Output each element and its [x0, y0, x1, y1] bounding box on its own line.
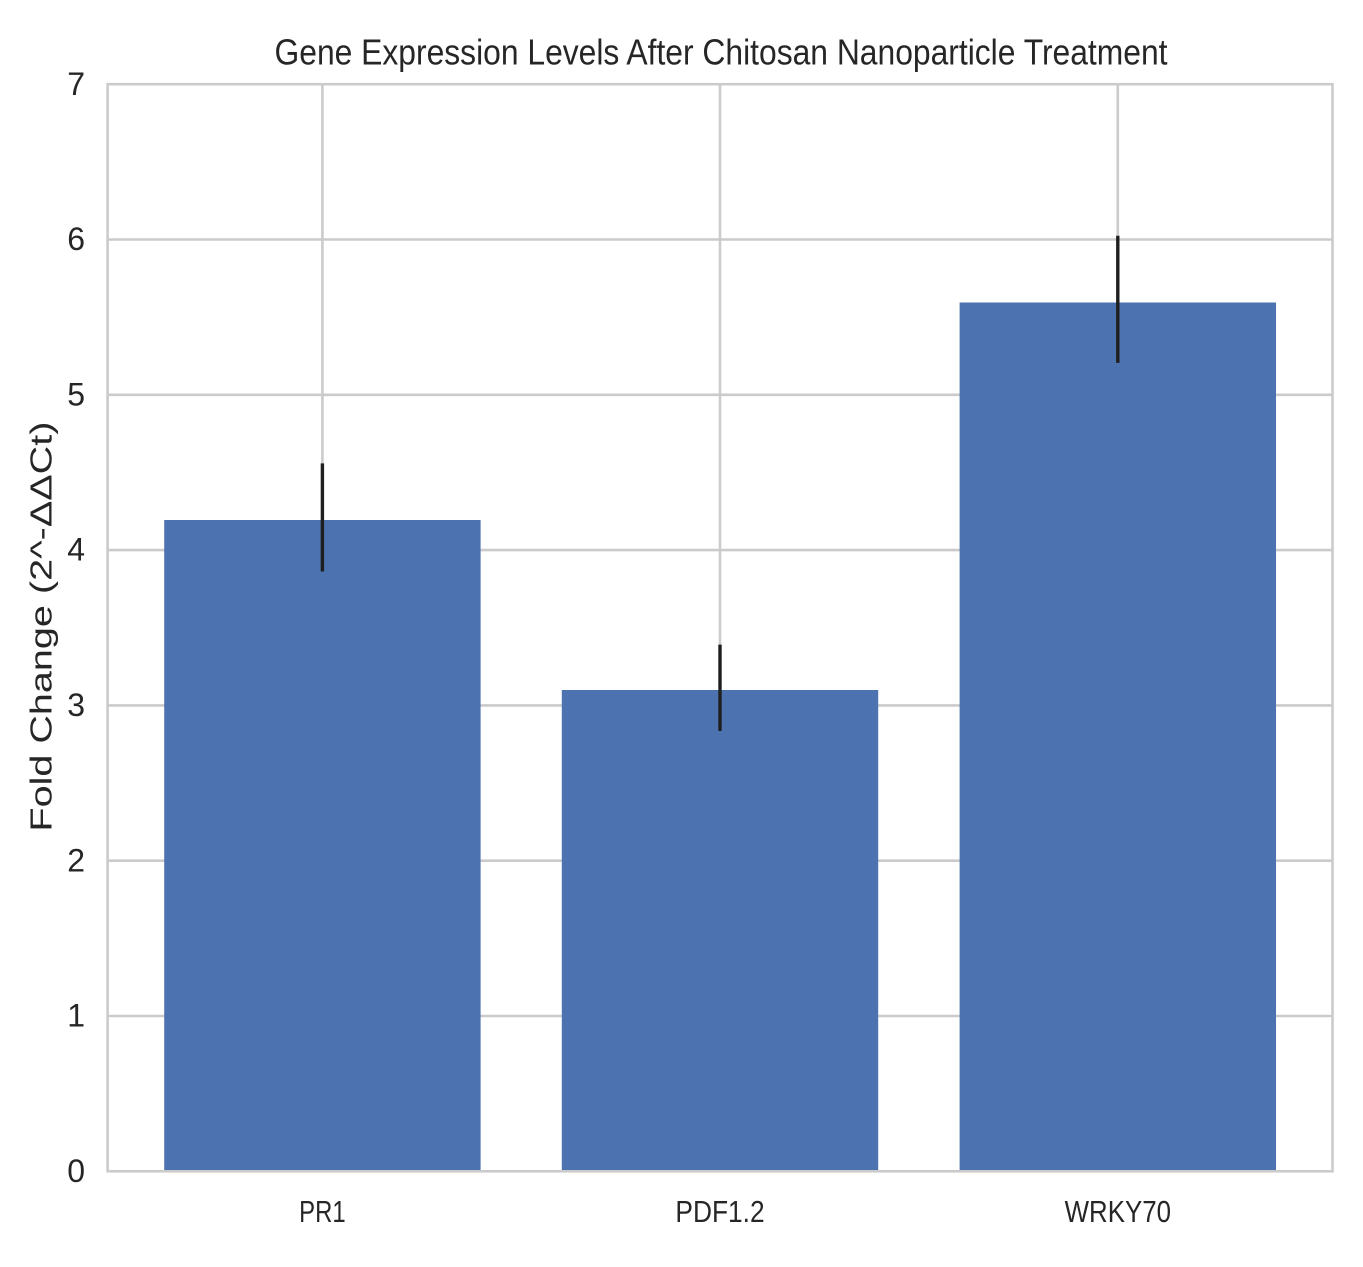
- svg-text:5: 5: [67, 376, 85, 412]
- svg-text:Fold Change (2^-ΔΔCt): Fold Change (2^-ΔΔCt): [24, 422, 59, 832]
- svg-text:4: 4: [67, 532, 85, 568]
- svg-text:Gene Expression Levels After C: Gene Expression Levels After Chitosan Na…: [275, 32, 1168, 73]
- svg-text:PR1: PR1: [299, 1194, 346, 1229]
- svg-text:1: 1: [67, 998, 85, 1034]
- svg-text:0: 0: [67, 1153, 85, 1189]
- svg-text:6: 6: [67, 221, 85, 257]
- svg-text:7: 7: [67, 66, 85, 102]
- svg-text:2: 2: [67, 842, 85, 878]
- svg-text:WRKY70: WRKY70: [1065, 1194, 1171, 1229]
- svg-text:3: 3: [67, 687, 85, 723]
- svg-text:PDF1.2: PDF1.2: [675, 1194, 764, 1229]
